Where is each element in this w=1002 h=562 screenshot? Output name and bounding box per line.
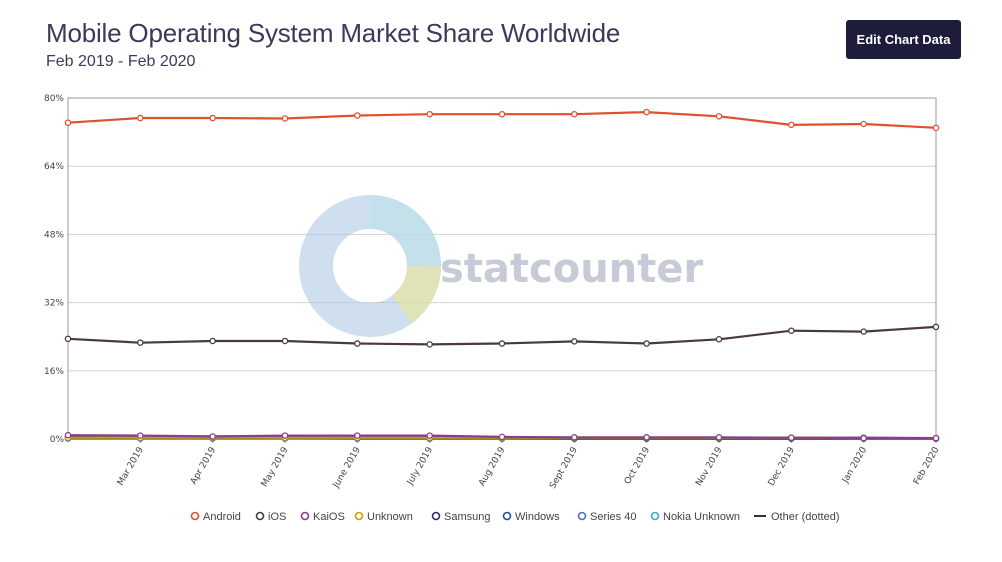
- x-tick-label: May 2019: [260, 445, 291, 489]
- data-point[interactable]: [137, 432, 144, 439]
- y-tick-label: 0%: [50, 435, 65, 445]
- legend-label: Nokia Unknown: [663, 511, 740, 523]
- data-point[interactable]: [932, 434, 940, 442]
- data-point[interactable]: [932, 124, 940, 132]
- legend-item[interactable]: iOS: [255, 511, 287, 523]
- data-point[interactable]: [498, 110, 506, 118]
- edit-chart-data-button[interactable]: Edit Chart Data: [846, 20, 961, 59]
- chart-subtitle: Feb 2019 - Feb 2020: [46, 53, 196, 70]
- data-point[interactable]: [788, 121, 795, 129]
- data-point[interactable]: [426, 432, 433, 439]
- watermark-logo-segment-yellow: [391, 265, 441, 323]
- legend-item[interactable]: Series 40: [577, 511, 637, 523]
- legend-item[interactable]: Android: [190, 511, 241, 523]
- x-tick-label: June 2019: [331, 445, 363, 490]
- watermark-logo-segment-teal: [369, 195, 441, 267]
- data-point[interactable]: [209, 114, 216, 122]
- x-tick-label: Oct 2019: [623, 445, 652, 486]
- watermark-text: statcounter: [440, 246, 703, 292]
- data-point[interactable]: [426, 341, 433, 348]
- data-point[interactable]: [354, 432, 361, 439]
- x-tick-label: Dec 2019: [767, 445, 797, 488]
- legend-label: Windows: [515, 511, 560, 523]
- legend-item[interactable]: KaiOS: [300, 511, 345, 523]
- x-tick-label: Nov 2019: [694, 445, 724, 488]
- x-tick-label: Mar 2019: [116, 445, 146, 487]
- legend: Android iOS KaiOS Unknown Samsung Windows Seri…: [190, 511, 839, 523]
- legend-item[interactable]: Nokia Unknown: [650, 511, 741, 523]
- data-point[interactable]: [281, 115, 289, 122]
- x-tick-label: Feb 2020: [912, 445, 942, 486]
- data-point[interactable]: [571, 110, 578, 118]
- statcounter-watermark: statcounter: [299, 195, 703, 337]
- legend-swatch: [354, 511, 364, 521]
- y-tick-label: 48%: [44, 230, 64, 240]
- data-point[interactable]: [64, 119, 72, 126]
- axes: 0% 16% 32% 48% 64% 80% Mar 2019 Apr 2019 May 201…: [44, 94, 942, 491]
- legend-item[interactable]: Other (dotted): [754, 511, 839, 523]
- data-point[interactable]: [643, 434, 650, 441]
- data-point[interactable]: [860, 328, 867, 335]
- legend-swatch: [431, 511, 441, 521]
- legend-swatch: [502, 511, 512, 521]
- data-point[interactable]: [354, 112, 361, 119]
- legend-label: Unknown: [367, 511, 413, 523]
- x-tick-label: Apr 2019: [189, 445, 218, 486]
- data-point[interactable]: [498, 433, 506, 441]
- x-tick-label: July 2019: [405, 445, 435, 487]
- data-point[interactable]: [209, 433, 216, 440]
- legend-item[interactable]: Windows: [502, 511, 561, 523]
- legend-label: Series 40: [590, 511, 636, 523]
- y-tick-label: 80%: [44, 94, 64, 104]
- legend-swatch: [577, 511, 587, 521]
- legend-item[interactable]: Samsung: [431, 511, 491, 523]
- legend-label: KaiOS: [313, 511, 345, 523]
- x-tick-label: Sept 2019: [548, 445, 580, 490]
- data-point[interactable]: [64, 335, 72, 343]
- x-tick-label: Jan 2020: [840, 445, 869, 485]
- y-tick-label: 64%: [44, 162, 64, 172]
- data-point[interactable]: [715, 336, 723, 343]
- legend-label: iOS: [268, 511, 286, 523]
- data-point[interactable]: [137, 339, 144, 346]
- data-point[interactable]: [281, 432, 289, 439]
- data-point[interactable]: [137, 114, 144, 122]
- data-point[interactable]: [281, 337, 289, 345]
- data-point[interactable]: [932, 323, 940, 331]
- data-point[interactable]: [788, 327, 795, 334]
- data-point[interactable]: [860, 434, 867, 442]
- legend-swatch: [190, 511, 200, 521]
- data-point[interactable]: [571, 434, 578, 441]
- data-point[interactable]: [64, 431, 72, 439]
- legend-item[interactable]: Unknown: [354, 511, 413, 523]
- legend-label: Samsung: [444, 511, 490, 523]
- data-point[interactable]: [426, 110, 433, 118]
- x-tick-label: Aug 2019: [477, 445, 507, 488]
- legend-swatch: [255, 511, 265, 521]
- legend-label: Android: [203, 511, 241, 523]
- y-tick-label: 32%: [44, 299, 64, 309]
- data-point[interactable]: [643, 108, 650, 116]
- data-point[interactable]: [788, 434, 795, 441]
- data-point[interactable]: [860, 120, 867, 128]
- chart-title: Mobile Operating System Market Share Wor…: [46, 18, 621, 48]
- data-point[interactable]: [354, 340, 361, 347]
- legend-label: Other (dotted): [771, 511, 839, 523]
- data-point[interactable]: [715, 434, 723, 441]
- series-lines: [64, 108, 940, 442]
- data-point[interactable]: [498, 340, 506, 347]
- legend-swatch: [650, 511, 660, 521]
- data-point[interactable]: [571, 338, 578, 345]
- y-tick-label: 16%: [44, 367, 64, 377]
- legend-swatch: [300, 511, 310, 521]
- data-point[interactable]: [643, 340, 650, 347]
- data-point[interactable]: [715, 113, 723, 120]
- data-point[interactable]: [209, 337, 216, 345]
